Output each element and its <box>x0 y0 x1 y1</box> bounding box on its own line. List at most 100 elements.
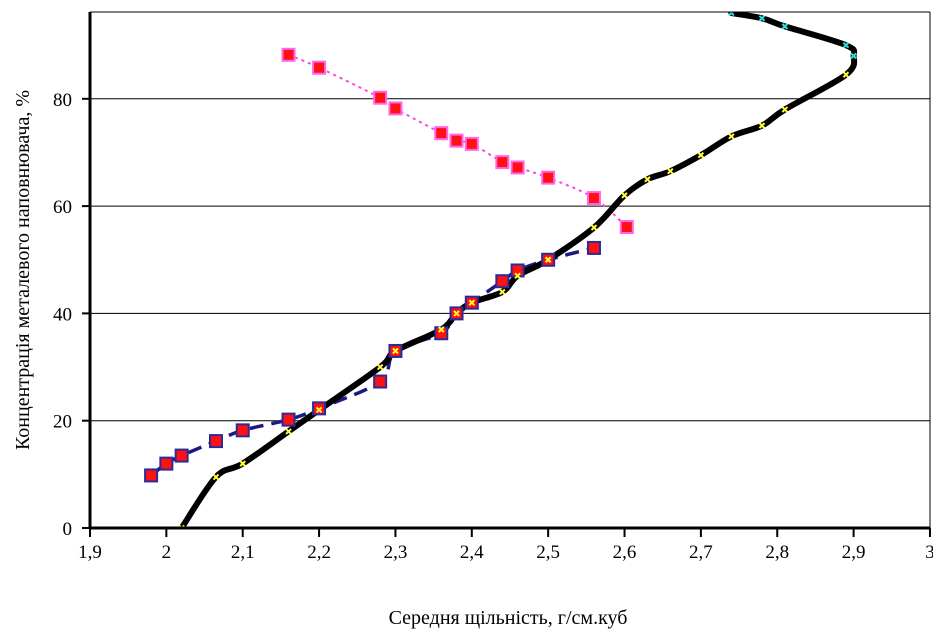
x-tick-label: 2,9 <box>842 542 866 563</box>
blue-series-marker <box>281 412 296 427</box>
marker-stroke <box>590 224 598 231</box>
x-tick-label: 2,6 <box>613 542 637 563</box>
x-axis-title: Середня щільність, г/см.куб <box>389 607 628 629</box>
blue-series-marker <box>586 240 601 255</box>
x-tick-label: 2,5 <box>536 542 560 563</box>
pink-series-marker <box>619 220 634 235</box>
marker-stroke <box>728 133 735 140</box>
thick-series-marker <box>758 122 766 129</box>
thick-series-marker <box>621 192 628 199</box>
marker-stroke <box>758 122 766 129</box>
pink-series-marker <box>373 90 388 105</box>
pink-series-marker <box>449 133 464 148</box>
marker-stroke <box>728 12 734 17</box>
y-tick-label: 20 <box>53 412 72 433</box>
thick-series-marker <box>438 326 445 333</box>
thick-series-marker <box>850 52 857 60</box>
marker-stroke <box>212 473 220 481</box>
blue-series-marker <box>235 423 250 438</box>
x-tick-label: 2,3 <box>384 542 408 563</box>
thick-series-marker <box>499 288 506 296</box>
y-tick-label: 40 <box>53 304 72 325</box>
thick-series-marker <box>781 106 789 113</box>
marker-stroke <box>842 41 850 49</box>
marker-stroke <box>781 106 789 113</box>
marker-stroke <box>842 71 850 78</box>
thick-series-marker <box>590 224 598 231</box>
marker-stroke <box>621 192 628 199</box>
x-tick-label: 2,8 <box>765 542 789 563</box>
x-tick-label: 2,2 <box>307 542 331 563</box>
marker-stroke <box>468 299 476 306</box>
thick-series-marker <box>453 310 460 317</box>
axes <box>82 11 931 537</box>
marker-stroke <box>285 428 292 435</box>
thick-series-marker <box>285 428 292 435</box>
marker-stroke <box>850 52 857 60</box>
pink-series-marker <box>541 170 556 185</box>
x-tick-label: 2,7 <box>689 542 713 563</box>
thick-series-marker <box>728 133 735 140</box>
marker-stroke <box>697 151 705 159</box>
blue-series-marker <box>159 456 174 471</box>
thick-series-marker <box>514 272 521 280</box>
thick-series-marker <box>758 15 766 22</box>
pink-series-line <box>288 53 628 228</box>
marker-stroke <box>180 524 185 528</box>
thick-series-marker <box>376 363 384 371</box>
marker-stroke <box>544 256 552 263</box>
marker-stroke <box>644 176 651 183</box>
thick-series-marker <box>239 460 246 467</box>
marker-stroke <box>376 363 384 371</box>
grid-lines <box>90 98 930 422</box>
pink-series-marker <box>495 155 510 170</box>
marker-stroke <box>781 23 789 30</box>
series-layer <box>144 12 858 528</box>
marker-stroke <box>315 406 323 414</box>
y-tick-label: 80 <box>53 90 72 111</box>
thick-series-marker <box>315 406 323 414</box>
y-tick-label: 0 <box>63 519 73 540</box>
y-tick-label: 60 <box>53 197 72 218</box>
marker-stroke <box>758 15 766 22</box>
thick-series-marker <box>544 256 552 263</box>
thick-series-marker <box>842 71 850 78</box>
marker-stroke <box>499 288 506 296</box>
blue-series-marker <box>174 448 189 463</box>
thick-series-marker <box>468 299 476 306</box>
thick-series-marker <box>667 168 674 175</box>
pink-series-marker <box>510 160 525 175</box>
blue-series-line <box>150 246 595 477</box>
pink-series-marker <box>464 136 479 151</box>
pink-series-marker <box>388 101 403 116</box>
x-tick-label: 1,9 <box>78 542 102 563</box>
thick-series-marker <box>697 151 705 159</box>
marker-stroke <box>438 326 445 333</box>
pink-series-marker <box>586 191 601 206</box>
blue-series-marker <box>208 434 223 449</box>
thick-series-marker <box>842 41 850 49</box>
thick-series-marker <box>178 524 185 528</box>
blue-series-marker <box>495 274 510 289</box>
blue-series-marker <box>373 374 388 389</box>
x-tick-label: 2,4 <box>460 542 484 563</box>
marker-stroke <box>453 310 460 317</box>
x-tick-label: 2 <box>162 542 172 563</box>
thick-series-marker <box>644 176 651 183</box>
blue-series-marker <box>312 401 327 416</box>
marker-stroke <box>178 524 184 528</box>
x-tick-label: 2,1 <box>231 542 255 563</box>
marker-stroke <box>514 272 521 280</box>
blue-series-marker <box>144 468 159 483</box>
thick-series-marker <box>392 347 399 355</box>
tick-labels: 1,9 2 2,1 2,2 2,3 2,4 2,5 2,6 2,7 2,8 2,9 3 0 20 40 60 8… <box>53 90 933 563</box>
thick-series-marker <box>728 12 735 17</box>
y-axis-title: Концентрація металевого наповнювача, % <box>12 90 34 450</box>
marker-stroke <box>392 347 399 355</box>
pink-series-marker <box>312 60 327 75</box>
marker-stroke <box>239 460 246 467</box>
pink-series-marker <box>434 126 449 141</box>
pink-series-marker <box>281 47 296 62</box>
blue-series-marker <box>434 326 449 341</box>
